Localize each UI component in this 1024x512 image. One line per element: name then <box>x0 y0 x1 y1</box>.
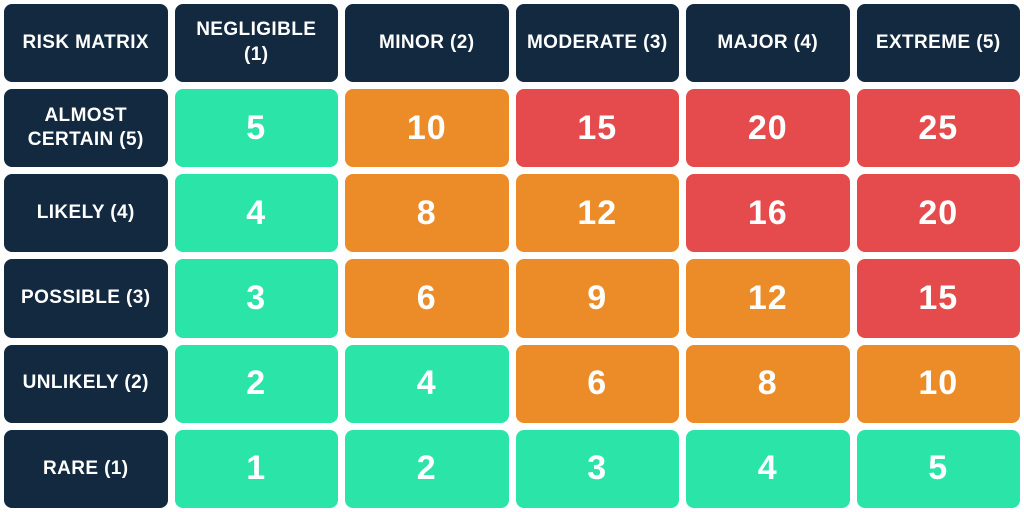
matrix-cell: 10 <box>345 89 509 168</box>
matrix-cell: 2 <box>174 344 338 423</box>
matrix-cell: 5 <box>174 89 338 168</box>
matrix-cell: 9 <box>515 259 679 338</box>
matrix-cell: 10 <box>856 344 1020 423</box>
matrix-cell: 6 <box>345 259 509 338</box>
column-header: MINOR (2) <box>345 4 509 83</box>
matrix-cell: 3 <box>174 259 338 338</box>
matrix-cell: 20 <box>686 89 850 168</box>
column-header: NEGLIGIBLE (1) <box>174 4 338 83</box>
matrix-cell: 16 <box>686 174 850 253</box>
matrix-cell: 12 <box>686 259 850 338</box>
row-header: LIKELY (4) <box>4 174 168 253</box>
matrix-cell: 4 <box>174 174 338 253</box>
matrix-cell: 2 <box>345 429 509 508</box>
matrix-cell: 6 <box>515 344 679 423</box>
matrix-cell: 1 <box>174 429 338 508</box>
matrix-cell: 8 <box>345 174 509 253</box>
corner-header: RISK MATRIX <box>4 4 168 83</box>
matrix-cell: 8 <box>686 344 850 423</box>
matrix-cell: 20 <box>856 174 1020 253</box>
matrix-cell: 15 <box>515 89 679 168</box>
matrix-cell: 5 <box>856 429 1020 508</box>
row-header: POSSIBLE (3) <box>4 259 168 338</box>
matrix-cell: 12 <box>515 174 679 253</box>
row-header: UNLIKELY (2) <box>4 344 168 423</box>
row-header: RARE (1) <box>4 429 168 508</box>
column-header: MAJOR (4) <box>686 4 850 83</box>
matrix-cell: 4 <box>686 429 850 508</box>
matrix-cell: 3 <box>515 429 679 508</box>
row-header: ALMOST CERTAIN (5) <box>4 89 168 168</box>
matrix-cell: 15 <box>856 259 1020 338</box>
matrix-cell: 25 <box>856 89 1020 168</box>
column-header: EXTREME (5) <box>856 4 1020 83</box>
matrix-cell: 4 <box>345 344 509 423</box>
column-header: MODERATE (3) <box>515 4 679 83</box>
